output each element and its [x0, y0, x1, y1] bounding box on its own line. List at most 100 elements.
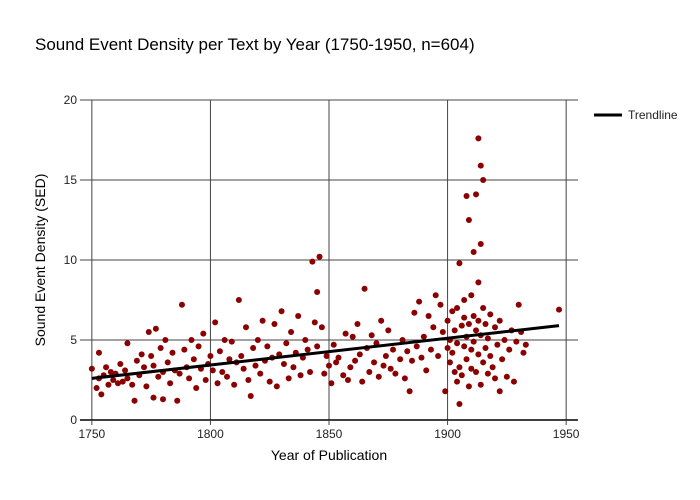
data-point [280, 361, 287, 367]
data-point [105, 381, 112, 388]
data-point [133, 357, 140, 364]
data-point [356, 351, 363, 358]
data-point [463, 356, 470, 363]
data-point [451, 327, 458, 334]
data-point [456, 364, 463, 371]
data-point [470, 338, 477, 345]
data-point [124, 340, 131, 347]
data-point [458, 322, 465, 329]
data-point [169, 349, 176, 356]
data-point [226, 356, 233, 363]
data-point [468, 365, 475, 372]
data-point [354, 321, 361, 327]
data-point [285, 375, 292, 382]
data-point [186, 375, 193, 382]
data-point [413, 343, 420, 350]
data-point [290, 364, 297, 371]
data-point [330, 341, 337, 348]
data-point [143, 383, 150, 390]
data-point [221, 337, 228, 343]
data-point [359, 378, 366, 385]
data-point [492, 375, 498, 382]
data-point [297, 372, 304, 379]
data-point [556, 306, 563, 313]
data-point [129, 381, 136, 388]
data-point [397, 356, 404, 363]
data-point [352, 357, 359, 364]
data-point [487, 311, 494, 318]
data-point [473, 191, 480, 198]
data-point [283, 340, 290, 347]
data-point [157, 345, 164, 351]
data-point [366, 369, 373, 375]
x-axis-ticks: 1750 1800 1850 1900 1950 [79, 420, 580, 441]
data-point [117, 361, 124, 367]
data-point [515, 301, 522, 308]
data-point [439, 329, 446, 335]
data-point [141, 364, 148, 371]
data-point [492, 324, 498, 331]
data-point [200, 330, 207, 337]
data-point [513, 338, 520, 345]
data-point [160, 396, 166, 403]
data-point [385, 327, 392, 334]
data-point [295, 313, 302, 319]
data-point [252, 362, 259, 369]
legend-trendline-label: Trendline [628, 108, 678, 122]
data-point [190, 356, 197, 363]
data-point [247, 393, 254, 399]
data-point [318, 324, 325, 331]
data-point [520, 349, 527, 356]
x-tick-label: 1850 [316, 427, 343, 441]
legend[interactable]: Trendline [594, 108, 678, 122]
data-point [145, 329, 152, 335]
data-point [219, 369, 226, 375]
data-point [333, 359, 340, 366]
data-point [499, 356, 506, 363]
data-point [231, 381, 238, 388]
y-tick-label: 20 [64, 93, 78, 107]
data-point [238, 353, 245, 359]
data-point [454, 340, 461, 347]
x-tick-label: 1800 [197, 427, 224, 441]
trendline-layer [91, 324, 560, 380]
data-point [207, 353, 214, 359]
data-point [167, 380, 174, 387]
data-point [103, 364, 110, 371]
data-point [243, 324, 249, 331]
y-tick-label: 15 [64, 173, 78, 187]
data-point [314, 343, 321, 350]
x-tick-label: 1750 [79, 427, 106, 441]
data-point [427, 346, 434, 353]
data-point [477, 241, 484, 247]
data-point [501, 337, 508, 343]
data-point [361, 285, 368, 292]
data-point [119, 378, 126, 385]
data-point [266, 378, 273, 385]
data-point [162, 337, 169, 343]
data-point [250, 345, 257, 351]
x-axis-title: Year of Publication [271, 447, 387, 463]
data-point [131, 397, 138, 404]
data-point [482, 321, 489, 327]
data-point [181, 346, 188, 353]
data-point [425, 313, 432, 319]
data-point [344, 377, 351, 383]
data-point [401, 375, 408, 382]
x-tick-label: 1950 [553, 427, 580, 441]
data-point [114, 380, 121, 387]
data-point [470, 313, 477, 319]
data-point [475, 135, 482, 142]
data-point [311, 319, 318, 326]
data-point [475, 317, 482, 324]
data-point [188, 337, 195, 343]
data-point [214, 380, 221, 387]
data-point [484, 335, 491, 342]
data-point [216, 348, 223, 355]
data-point [328, 380, 335, 387]
data-point [418, 354, 425, 361]
data-point [423, 367, 430, 374]
data-point [435, 353, 442, 359]
chart-title: Sound Event Density per Text by Year (17… [35, 35, 475, 54]
